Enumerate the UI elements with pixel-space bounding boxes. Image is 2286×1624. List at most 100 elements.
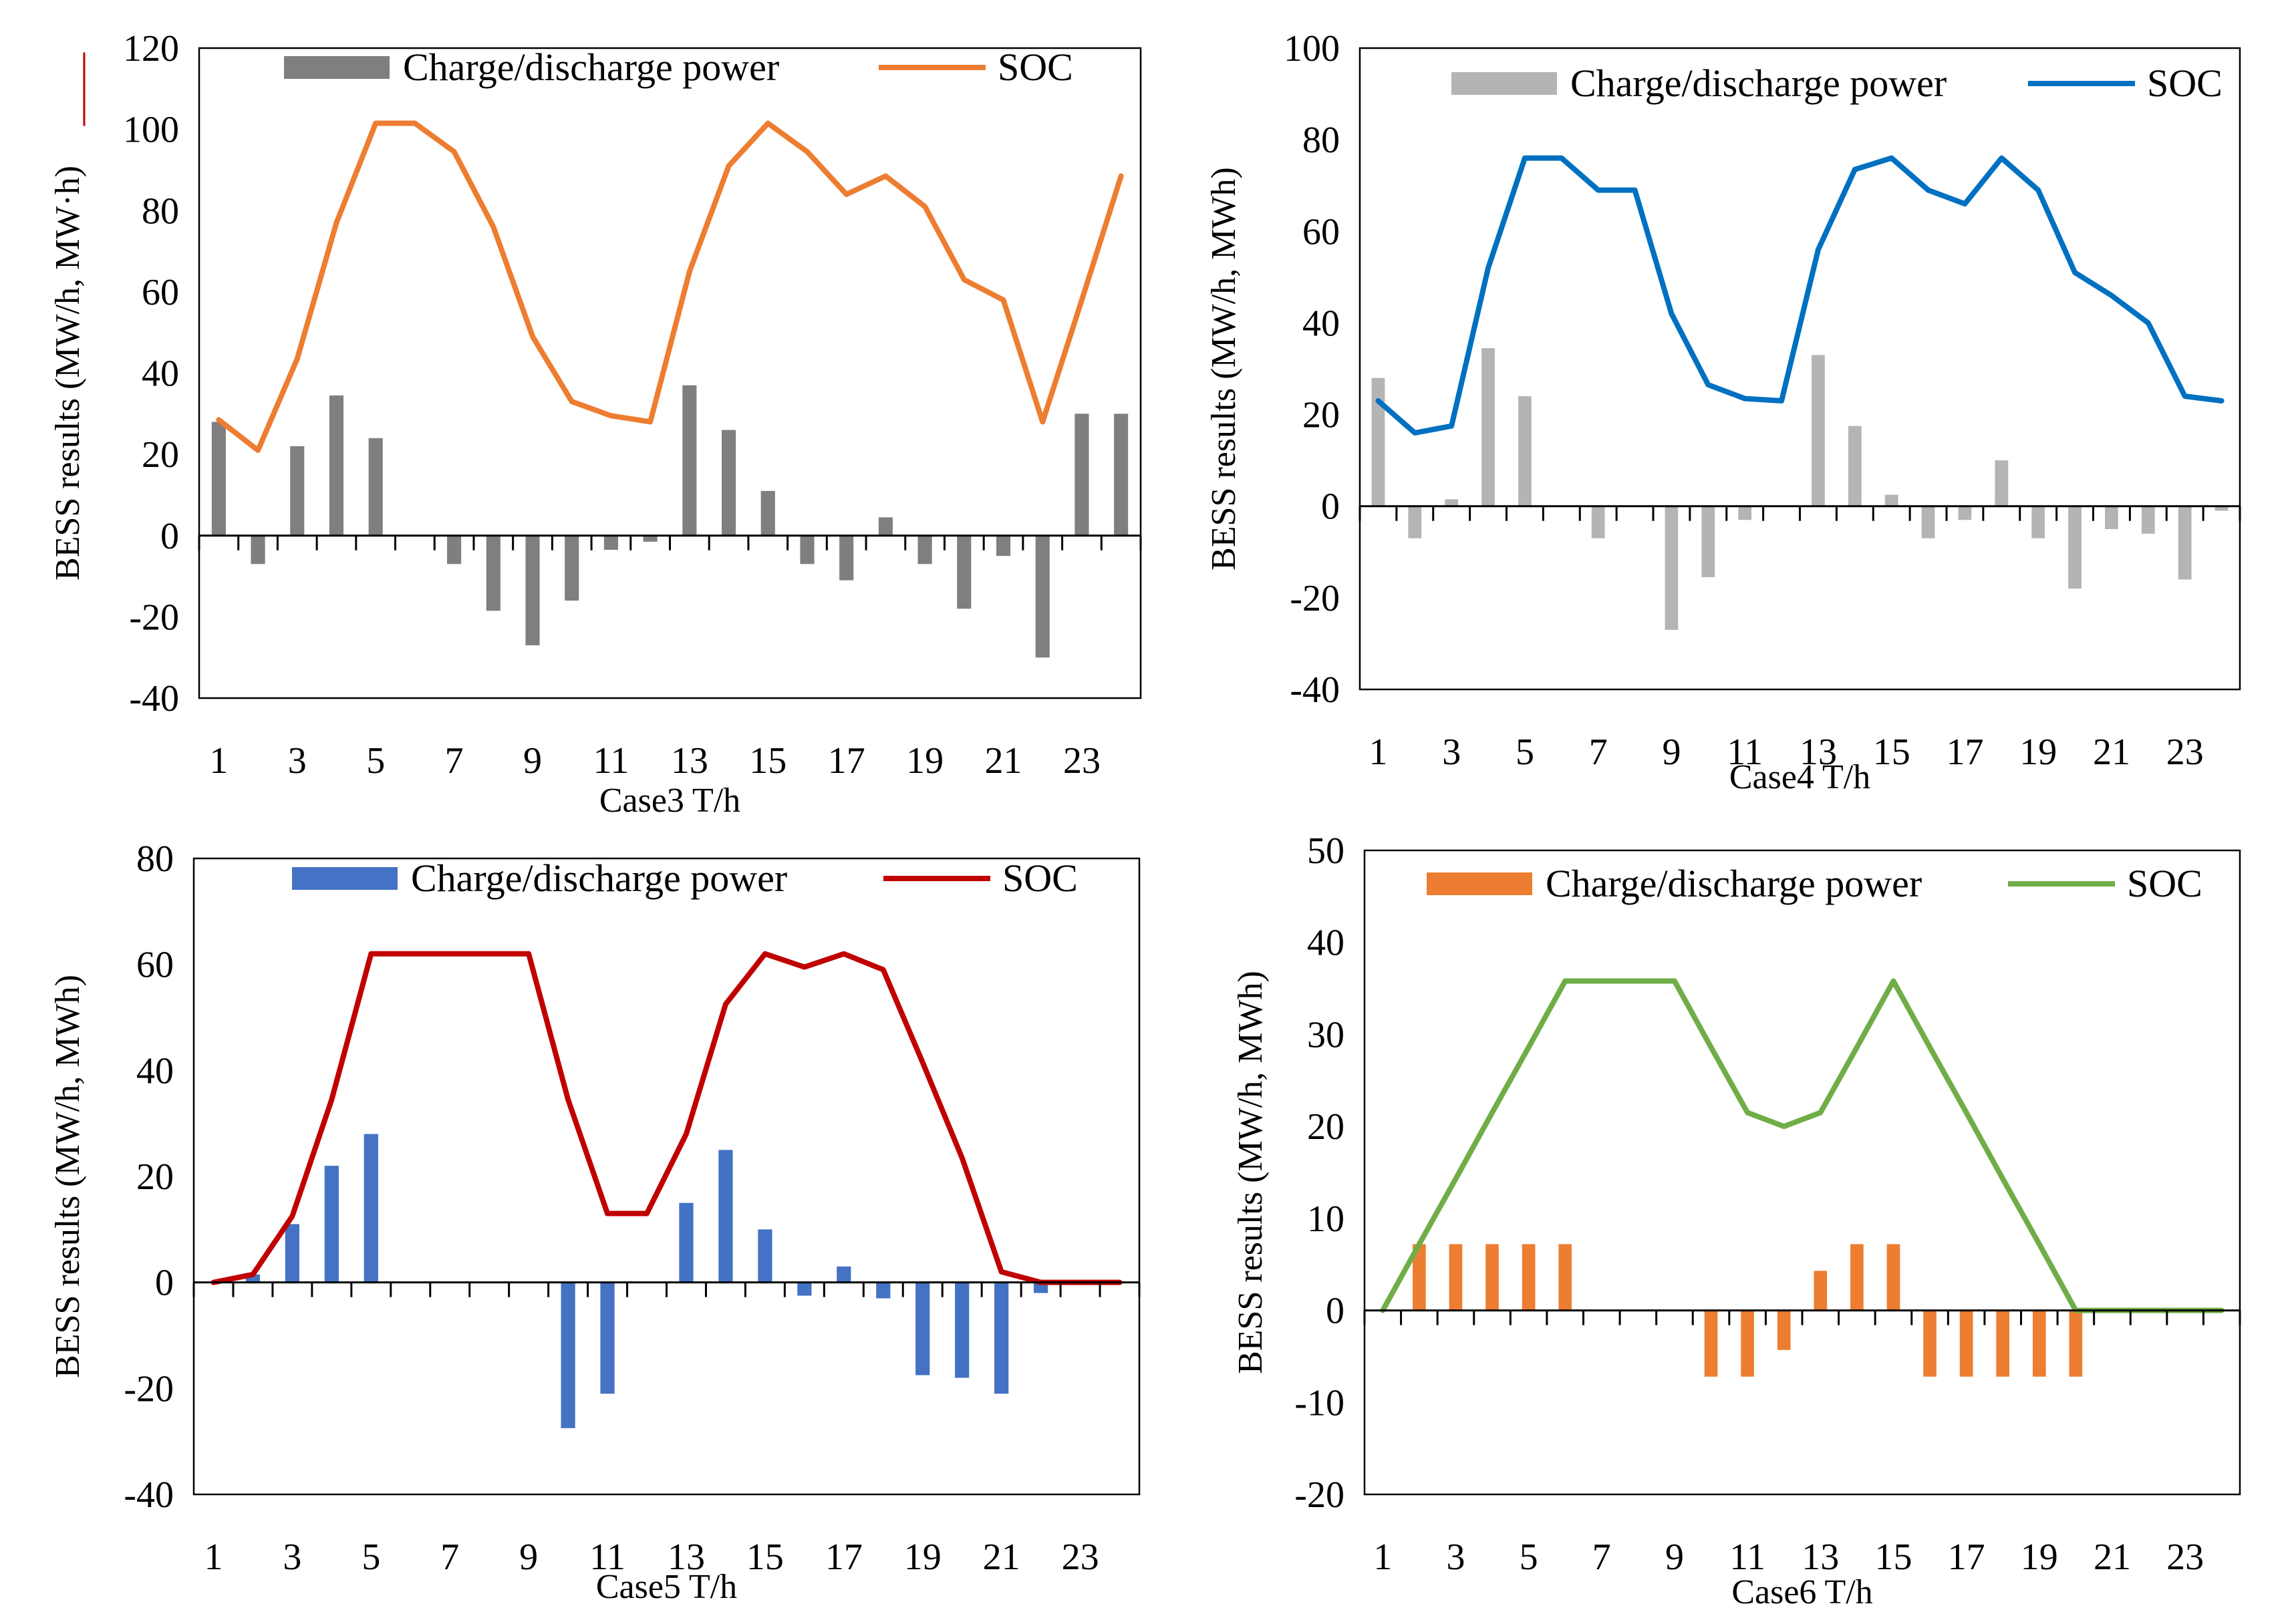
plot-border bbox=[1363, 849, 2241, 1496]
x-tick-label: 13 bbox=[1800, 732, 1837, 773]
x-tick-label: 13 bbox=[668, 1536, 705, 1578]
bar-3 bbox=[285, 1224, 300, 1283]
bar-15 bbox=[1884, 494, 1898, 506]
bar-14 bbox=[721, 430, 736, 536]
x-ticks-case5: 1 3 5 7 9 11 13 15 17 19 21 23 bbox=[204, 1536, 1099, 1578]
x-tick-label: 17 bbox=[1946, 732, 1983, 773]
x-tick-label: 23 bbox=[1063, 740, 1101, 782]
y-axis-title-case5: BESS results (MW/h, MWh) bbox=[49, 975, 87, 1378]
bar-20 bbox=[957, 535, 972, 609]
x-tick-label: 11 bbox=[593, 740, 629, 782]
soc-line-case3 bbox=[216, 120, 1124, 454]
bar-12 bbox=[643, 535, 658, 542]
bar-17 bbox=[1958, 506, 1972, 520]
soc-line-path bbox=[216, 120, 1124, 454]
y-tick-label: 20 bbox=[136, 1156, 174, 1198]
bar-11 bbox=[603, 535, 619, 550]
y-tick-label: 60 bbox=[142, 272, 179, 313]
bar-20 bbox=[2069, 1310, 2083, 1377]
bar-6 bbox=[1558, 1244, 1572, 1311]
legend-bar-label: Charge/discharge power bbox=[403, 45, 779, 89]
bar-10 bbox=[565, 535, 579, 601]
plot-frame-case3 bbox=[198, 47, 1142, 699]
bar-21 bbox=[2105, 506, 2118, 529]
y-tick-label: 40 bbox=[1307, 923, 1344, 964]
bars-case6 bbox=[1413, 1244, 2083, 1377]
bar-8 bbox=[486, 535, 501, 611]
x-tick-label: 1 bbox=[1369, 732, 1387, 773]
plot-border bbox=[1359, 47, 2241, 691]
x-tick-label: 17 bbox=[828, 740, 865, 782]
soc-line-path bbox=[1375, 155, 2225, 436]
y-tick-label: -40 bbox=[129, 678, 179, 719]
y-ticks-case6: -20 -10 0 10 20 30 40 50 bbox=[1294, 830, 1344, 1516]
x-tick-label: 21 bbox=[985, 740, 1022, 782]
x-tick-label: 23 bbox=[1062, 1536, 1099, 1578]
bar-13 bbox=[682, 385, 697, 536]
x-tick-label: 1 bbox=[1373, 1536, 1392, 1578]
bar-1 bbox=[1371, 377, 1385, 506]
bar-13 bbox=[1814, 1271, 1828, 1311]
x-axis-title-case3: Case3 T/h bbox=[599, 782, 740, 820]
y-ticks-case4: -40 -20 0 20 40 60 80 100 bbox=[1284, 28, 1340, 711]
y-tick-label: 100 bbox=[123, 110, 179, 151]
plot-border bbox=[192, 857, 1141, 1496]
legend-bar-swatch bbox=[284, 56, 390, 79]
x-tick-label: 23 bbox=[2166, 732, 2204, 773]
bar-14 bbox=[1850, 1244, 1864, 1311]
y-tick-label: 60 bbox=[136, 945, 174, 986]
y-tick-label: 80 bbox=[1302, 120, 1340, 161]
y-tick-label: 40 bbox=[1302, 303, 1340, 344]
bar-15 bbox=[760, 490, 775, 536]
x-tick-label: 15 bbox=[1874, 1536, 1912, 1578]
y-axis-title-case4: BESS results (MW/h, MWh) bbox=[1205, 167, 1243, 571]
bars-case4 bbox=[1371, 348, 2229, 630]
bar-4 bbox=[1481, 348, 1495, 506]
bar-7 bbox=[447, 535, 462, 564]
bar-1 bbox=[211, 422, 226, 536]
y-tick-label: -20 bbox=[1290, 578, 1340, 619]
x-tick-label: 13 bbox=[1802, 1536, 1839, 1578]
legend-line-label: SOC bbox=[998, 45, 1073, 89]
bar-16 bbox=[1923, 1310, 1937, 1377]
x-tick-label: 7 bbox=[445, 740, 464, 782]
x-tick-label: 19 bbox=[904, 1536, 942, 1578]
x-tick-label: 9 bbox=[1665, 1536, 1684, 1578]
legend-case6: Charge/discharge power SOC bbox=[1427, 862, 2202, 905]
bar-23 bbox=[1075, 414, 1089, 536]
y-tick-label: -20 bbox=[1294, 1474, 1344, 1516]
x-tick-label: 17 bbox=[825, 1536, 863, 1578]
y-tick-label: 60 bbox=[1302, 211, 1340, 253]
y-ticks-case5: -40 -20 0 20 40 60 80 bbox=[124, 838, 174, 1516]
bar-15 bbox=[758, 1229, 772, 1283]
bar-20 bbox=[2068, 506, 2082, 589]
bar-12 bbox=[1777, 1310, 1791, 1350]
bar-10 bbox=[1704, 1310, 1718, 1377]
x-tick-label: 3 bbox=[1446, 1536, 1465, 1578]
y-tick-label: 0 bbox=[155, 1263, 174, 1304]
y-tick-label: 20 bbox=[142, 434, 179, 476]
x-tick-label: 21 bbox=[983, 1536, 1020, 1578]
y-tick-label: -40 bbox=[1290, 669, 1340, 711]
bar-5 bbox=[364, 1134, 378, 1283]
y-axis-title-case3: BESS results (MW/h, MW·h) bbox=[49, 166, 87, 581]
y-tick-label: -40 bbox=[124, 1474, 174, 1516]
x-ticks-case4: 1 3 5 7 9 11 13 15 17 19 21 23 bbox=[1369, 732, 2203, 773]
y-tick-label: 0 bbox=[1321, 486, 1340, 528]
bar-18 bbox=[876, 1282, 891, 1299]
bar-23 bbox=[2178, 506, 2192, 580]
x-tick-label: 19 bbox=[2019, 732, 2057, 773]
x-tick-label: 3 bbox=[288, 740, 307, 782]
y-tick-label: -20 bbox=[124, 1368, 174, 1410]
x-tick-label: 17 bbox=[1948, 1536, 1985, 1578]
x-tick-label: 5 bbox=[1520, 1536, 1538, 1578]
y-tick-label: 20 bbox=[1302, 395, 1340, 436]
plot-border bbox=[198, 47, 1142, 699]
y-tick-label: 50 bbox=[1307, 830, 1344, 872]
x-tick-label: 13 bbox=[671, 740, 708, 782]
soc-line-case4 bbox=[1375, 155, 2225, 436]
